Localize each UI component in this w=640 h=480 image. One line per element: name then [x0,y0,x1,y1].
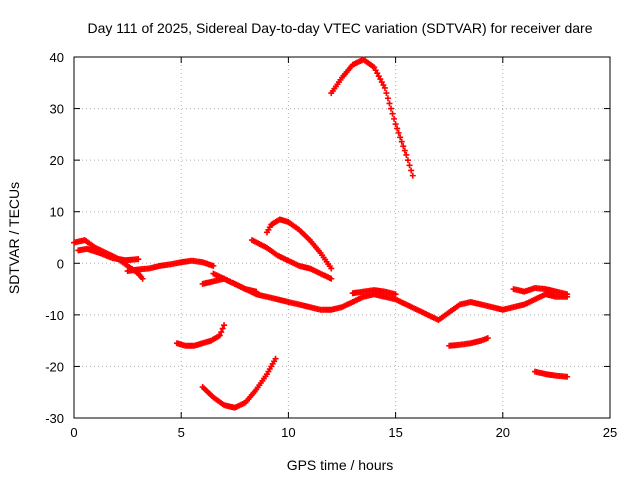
data-point [404,157,411,164]
data-point [219,325,226,332]
y-tick-label: -20 [45,359,64,374]
data-point [210,262,217,269]
data-point [272,355,279,362]
data-point [564,373,571,380]
data-point [139,275,146,282]
series-arc-8 [248,237,335,282]
axis-ticks: 0 5 10 15 20 25 -30 -20 -10 0 10 20 30 40 [45,50,617,440]
x-axis-title: GPS time / hours [287,457,394,473]
data-point [395,129,402,136]
y-tick-label: 20 [50,153,64,168]
x-tick-label: 25 [603,425,617,440]
data-point [392,121,399,128]
chart-title: Day 111 of 2025, Sidereal Day-to-day VTE… [88,20,593,36]
series-arc-2 [75,245,142,264]
x-tick-label: 5 [178,425,185,440]
data-point [218,329,225,336]
data-point [135,256,142,263]
data-point [253,288,260,295]
y-tick-label: 0 [57,256,64,271]
grid [74,57,610,418]
data-point [403,151,410,158]
data-point [392,291,399,298]
data-point [328,275,335,282]
series-arc-7 [263,216,335,272]
data-point [221,322,228,329]
data-point [391,115,398,122]
data-point [394,125,401,132]
y-axis-title: SDTVAR / TECUs [6,182,22,294]
y-tick-label: 10 [50,205,64,220]
x-tick-label: 15 [388,425,402,440]
x-tick-label: 10 [281,425,295,440]
data-point [386,100,393,107]
data-point [389,110,396,117]
series-arc-11 [446,335,491,349]
data-point [388,105,395,112]
data-point [381,84,388,91]
data-point [409,172,416,179]
data-point [401,147,408,154]
series-arc-14 [510,285,571,298]
data-point [216,332,223,339]
series-arc-9 [173,322,228,349]
data-point [397,134,404,141]
x-tick-label: 20 [496,425,510,440]
data-point [398,138,405,145]
data-point [383,90,390,97]
data-point [484,335,491,342]
y-tick-label: 30 [50,102,64,117]
series-arc-4 [210,270,571,324]
data-point [406,162,413,169]
data-point [400,143,407,150]
y-tick-label: 40 [50,50,64,65]
series-arc-12 [531,368,571,380]
y-tick-label: -30 [45,411,64,426]
x-tick-label: 0 [70,425,77,440]
data-point [408,167,415,174]
data-point [564,291,571,298]
series-arc-3 [124,257,217,275]
series-arc-5 [199,275,260,295]
series-arc-6 [328,56,416,179]
data-point [328,265,335,272]
data-points [71,56,571,411]
y-tick-label: -10 [45,308,64,323]
series-arc-13 [349,287,399,298]
series-arc-10 [199,355,279,411]
data-point [384,95,391,102]
plot-frame [73,56,611,419]
